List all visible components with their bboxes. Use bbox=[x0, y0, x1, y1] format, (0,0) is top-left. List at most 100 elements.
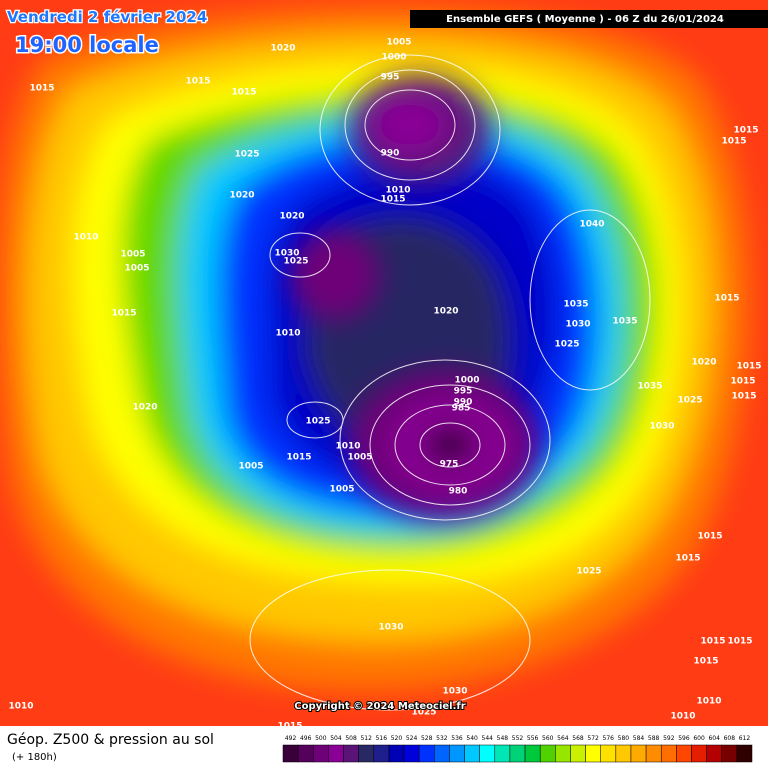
isobar-label: 1015 bbox=[185, 77, 210, 87]
isobar-label: 1020 bbox=[279, 212, 304, 222]
isobar-label: 1005 bbox=[120, 250, 145, 260]
isobar-label: 1000 bbox=[454, 376, 479, 386]
scale-swatch bbox=[524, 744, 541, 763]
isobar-label: 1005 bbox=[124, 264, 149, 274]
isobar-label: 1015 bbox=[693, 657, 718, 667]
scale-label: 496 bbox=[300, 735, 312, 742]
scale-swatch bbox=[570, 744, 586, 763]
scale-swatch bbox=[736, 744, 753, 763]
scale-swatch bbox=[494, 744, 511, 763]
isobar-label: 1015 bbox=[721, 137, 746, 147]
scale-swatch bbox=[585, 744, 601, 763]
scale-swatch bbox=[328, 744, 344, 763]
geopotential-field bbox=[0, 0, 768, 726]
scale-label: 548 bbox=[497, 735, 509, 742]
isobar-label: 1025 bbox=[305, 417, 330, 427]
scale-label: 528 bbox=[421, 735, 433, 742]
isobar-label: 995 bbox=[454, 387, 473, 397]
scale-swatch bbox=[449, 744, 465, 763]
isobar-label: 995 bbox=[381, 73, 400, 83]
scale-label: 612 bbox=[739, 735, 751, 742]
isobar-label: 1010 bbox=[275, 329, 300, 339]
scale-label: 508 bbox=[345, 735, 357, 742]
scale-label: 512 bbox=[360, 735, 372, 742]
isobar-label: 1030 bbox=[649, 422, 674, 432]
isobar-label: 1010 bbox=[670, 712, 695, 722]
footer-lead: (+ 180h) bbox=[12, 752, 57, 763]
scale-swatch bbox=[282, 744, 299, 763]
isobar-label: 1035 bbox=[612, 317, 637, 327]
scale-swatch bbox=[539, 744, 556, 763]
isobar-label: 990 bbox=[381, 149, 400, 159]
scale-label: 572 bbox=[587, 735, 599, 742]
scale-label: 568 bbox=[572, 735, 584, 742]
isobar-label: 1020 bbox=[433, 307, 458, 317]
scale-label: 504 bbox=[330, 735, 342, 742]
isobar-label: 975 bbox=[440, 460, 459, 470]
isobar-label: 1035 bbox=[563, 300, 588, 310]
scale-swatch bbox=[343, 744, 359, 763]
scale-swatch bbox=[479, 744, 496, 763]
scale-swatch bbox=[313, 744, 329, 763]
scale-swatch bbox=[630, 744, 647, 763]
isobar-label: 1015 bbox=[714, 294, 739, 304]
scale-swatch bbox=[403, 744, 420, 763]
isobar-label: 985 bbox=[452, 404, 471, 414]
scale-swatch bbox=[615, 744, 632, 763]
color-scale: 492 496 500 504 508 512 516 520 524 528 532 536 540 5… bbox=[282, 735, 753, 763]
scale-label: 500 bbox=[315, 735, 327, 742]
run-box bbox=[410, 10, 768, 28]
scale-label: 576 bbox=[603, 735, 615, 742]
isobar-label: 1010 bbox=[696, 697, 721, 707]
isobar-label: 1035 bbox=[637, 382, 662, 392]
scale-label: 540 bbox=[466, 735, 478, 742]
isobar-label: 1030 bbox=[378, 623, 403, 633]
scale-label: 556 bbox=[527, 735, 539, 742]
isobar-label: 1005 bbox=[238, 462, 263, 472]
isobar-label: 1015 bbox=[697, 532, 722, 542]
scale-swatch bbox=[645, 744, 662, 763]
scale-swatch bbox=[555, 744, 571, 763]
scale-swatch bbox=[358, 744, 375, 763]
isobar-label: 1025 bbox=[234, 150, 259, 160]
isobar-label: 1030 bbox=[442, 687, 467, 697]
isobar-label: 1010 bbox=[385, 186, 410, 196]
scale-swatch bbox=[418, 744, 435, 763]
scale-label: 592 bbox=[663, 735, 675, 742]
scale-swatch bbox=[434, 744, 450, 763]
scale-label: 524 bbox=[406, 735, 418, 742]
scale-swatch bbox=[691, 744, 707, 763]
isobar-label: 1015 bbox=[700, 637, 725, 647]
isobar-label: 1015 bbox=[286, 453, 311, 463]
isobar-label: 1025 bbox=[677, 396, 702, 406]
forecast-date: Vendredi 2 février 2024 bbox=[7, 8, 207, 26]
scale-label: 608 bbox=[724, 735, 736, 742]
isobar-label: 1025 bbox=[411, 708, 436, 718]
scale-swatch bbox=[721, 744, 738, 763]
isobar-label: 1010 bbox=[73, 233, 98, 243]
isobar-label: 1015 bbox=[111, 309, 136, 319]
scale-swatch bbox=[464, 744, 480, 763]
scale-label: 580 bbox=[618, 735, 630, 742]
isobar-label: 1000 bbox=[381, 53, 406, 63]
isobar-label: 1025 bbox=[576, 567, 601, 577]
scale-swatch bbox=[373, 744, 390, 763]
isobar-label: 1030 bbox=[274, 249, 299, 259]
isobar-label: 1015 bbox=[380, 195, 405, 205]
scale-label: 532 bbox=[436, 735, 448, 742]
scale-swatch bbox=[676, 744, 692, 763]
isobar-label: 1015 bbox=[727, 637, 752, 647]
scale-label: 604 bbox=[708, 735, 720, 742]
copyright: Copyright © 2024 Meteociel.fr bbox=[294, 701, 465, 712]
isobar-label: 1015 bbox=[29, 84, 54, 94]
scale-label: 560 bbox=[542, 735, 554, 742]
scale-label: 544 bbox=[482, 735, 494, 742]
scale-swatch bbox=[388, 744, 405, 763]
scale-label: 600 bbox=[693, 735, 705, 742]
forecast-time: 19:00 locale bbox=[15, 33, 159, 57]
run-info: Ensemble GEFS ( Moyenne ) - 06 Z du 26/0… bbox=[446, 14, 724, 25]
scale-swatch bbox=[509, 744, 526, 763]
isobar-label: 1010 bbox=[8, 702, 33, 712]
